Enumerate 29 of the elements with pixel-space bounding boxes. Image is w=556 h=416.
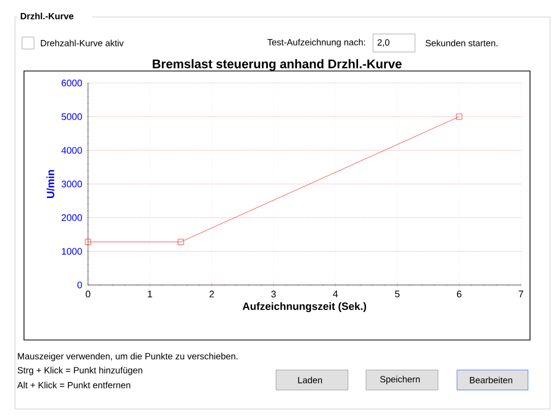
text: Drzhl.-Kurve: [20, 12, 74, 20]
text: Strg + Klick = Punkt hinzufügen: [18, 366, 142, 376]
chart-title: Bremslast steuerung anhand Drzhl.-Kurve: [152, 59, 402, 71]
x-tick-label: 6: [456, 290, 462, 298]
y-tick-label: 1000: [62, 248, 82, 255]
text: 2,0: [378, 39, 390, 47]
text: Mauszeiger verwenden, um die Punkte zu verschieben.: [18, 352, 238, 362]
x-axis-title: Aufzeichnungszeit (Sek.): [242, 302, 366, 312]
y-tick-label: 3000: [62, 180, 82, 188]
x-tick-label: 1: [148, 290, 152, 298]
x-tick-label: 2: [210, 290, 214, 298]
x-tick-label: 5: [395, 290, 400, 298]
text: Test-Aufzeichnung nach:: [267, 38, 365, 48]
x-tick-label: 4: [333, 290, 338, 298]
text: Sekunden starten.: [426, 40, 498, 46]
x-tick-label: 0: [86, 290, 90, 298]
y-tick-label: 5000: [62, 113, 82, 120]
x-tick-label: 7: [518, 290, 524, 298]
y-tick-label: 2000: [62, 214, 82, 222]
text: Laden: [298, 376, 322, 384]
text: Drehzahl-Kurve aktiv: [40, 40, 124, 46]
x-tick-label: 3: [271, 290, 276, 298]
y-tick-label: 0: [77, 282, 82, 288]
y-tick-label: 4000: [61, 146, 82, 154]
y-axis-title: U/min: [46, 170, 54, 198]
text: Alt + Klick = Punkt entfernen: [17, 382, 130, 388]
text: Bearbeiten: [470, 376, 512, 384]
y-tick-label: 6000: [62, 80, 82, 86]
text: Speichern: [380, 376, 420, 384]
